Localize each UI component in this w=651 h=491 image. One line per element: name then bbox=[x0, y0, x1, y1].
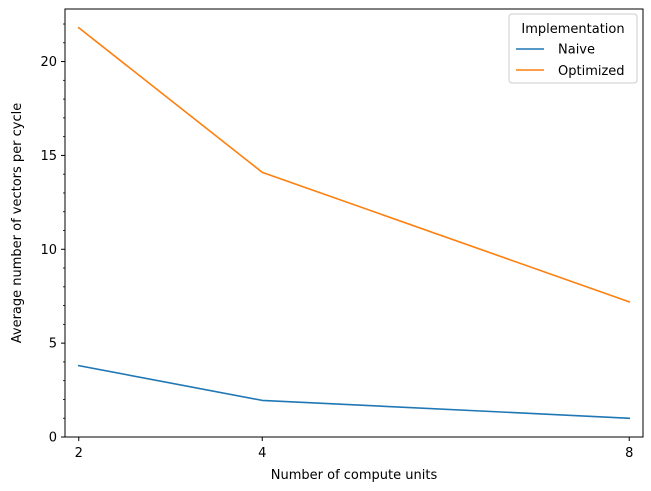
series-line-naive bbox=[77, 364, 631, 420]
series-line-optimized bbox=[77, 26, 631, 303]
x-tick-label: 8 bbox=[625, 446, 633, 461]
x-tick-label: 4 bbox=[258, 446, 266, 461]
y-axis-ticks: 0 5 10 15 20 bbox=[40, 23, 65, 446]
y-tick-label: 5 bbox=[49, 337, 57, 352]
legend-box bbox=[508, 13, 638, 84]
legend-label-naive: Naive bbox=[558, 43, 595, 58]
x-tick-label: 2 bbox=[75, 446, 83, 461]
legend-label-optimized: Optimized bbox=[558, 64, 625, 79]
series-layer bbox=[77, 26, 631, 420]
y-tick-label: 15 bbox=[40, 149, 57, 164]
y-tick-label: 20 bbox=[40, 55, 57, 70]
y-tick-label: 10 bbox=[40, 243, 57, 258]
legend: Implementation Naive Optimized bbox=[508, 13, 638, 84]
y-axis-label: Average number of vectors per cycle bbox=[10, 103, 25, 344]
legend-title: Implementation bbox=[521, 22, 624, 37]
plot-frame bbox=[64, 8, 644, 438]
y-tick-label: 0 bbox=[49, 431, 57, 446]
x-axis-ticks: 2 4 8 bbox=[75, 437, 633, 461]
x-axis-label: Number of compute units bbox=[271, 468, 438, 483]
